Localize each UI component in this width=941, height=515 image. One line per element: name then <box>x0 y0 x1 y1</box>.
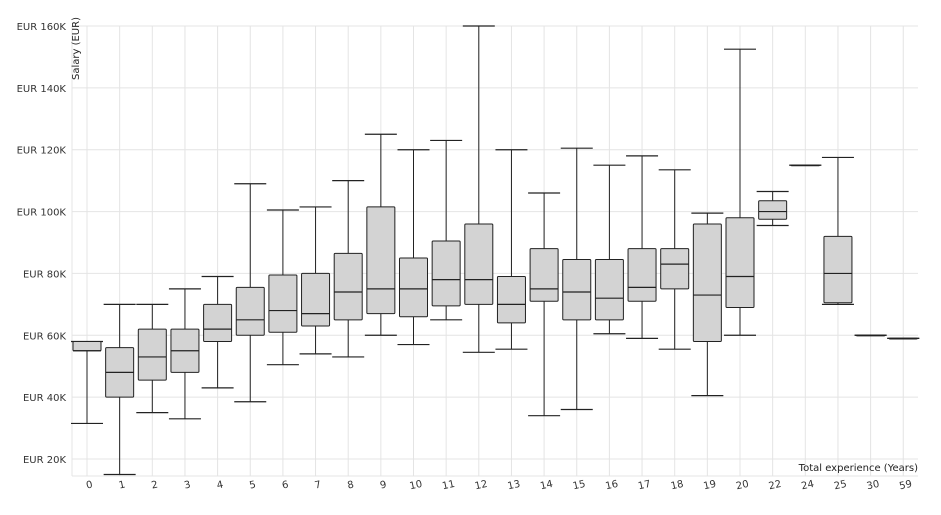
box-group-24 <box>789 164 822 167</box>
box-group-6 <box>266 209 299 366</box>
x-tick-label: 9 <box>379 480 388 492</box>
x-tick-labels: 0 1 2 3 4 5 6 7 8 9 10 11 12 13 14 15 16 17 18 19 20 22 24 25 30… <box>85 479 913 492</box>
y-tick-label: EUR 100K <box>17 208 67 219</box>
box-group-59 <box>887 337 920 340</box>
iqr-box <box>627 248 657 302</box>
iqr-box <box>692 223 722 342</box>
iqr-box <box>235 286 265 336</box>
box-group-13 <box>495 149 528 350</box>
iqr-box <box>594 259 624 321</box>
x-tick-label: 19 <box>702 479 717 492</box>
iqr-box <box>660 248 690 290</box>
box-group-7 <box>299 206 332 355</box>
iqr-box <box>725 217 755 308</box>
y-tick-label: EUR 160K <box>17 22 67 33</box>
x-tick-label: 16 <box>605 479 620 492</box>
box-group-14 <box>528 192 561 417</box>
x-tick-label: 25 <box>833 479 848 492</box>
x-tick-label: 4 <box>216 480 225 492</box>
x-tick-label: 1 <box>118 480 127 492</box>
x-axis-title: Total experience (Years) <box>798 463 918 474</box>
x-tick-label: 20 <box>735 479 750 492</box>
box-group-2 <box>136 303 169 414</box>
iqr-box <box>758 200 788 220</box>
iqr-box <box>399 257 428 318</box>
y-tick-label: EUR 80K <box>23 269 66 280</box>
x-tick-label: 22 <box>768 479 783 492</box>
box-group-22 <box>756 190 789 227</box>
iqr-box <box>301 272 331 327</box>
x-tick-label: 10 <box>409 479 424 492</box>
x-tick-label: 30 <box>866 479 881 492</box>
x-tick-label: 13 <box>507 479 522 492</box>
x-tick-label: 8 <box>346 480 355 492</box>
box-group-0 <box>71 340 103 425</box>
box-group-16 <box>593 164 626 335</box>
iqr-box <box>268 274 298 333</box>
x-tick-label: 15 <box>572 479 587 492</box>
box-group-5 <box>234 183 267 403</box>
iqr-box <box>464 223 494 305</box>
x-tick-label: 59 <box>898 479 913 492</box>
x-tick-label: 18 <box>670 479 685 492</box>
box-group-4 <box>201 275 234 389</box>
x-tick-label: 0 <box>85 480 94 492</box>
x-tick-label: 24 <box>800 479 815 492</box>
x-tick-label: 11 <box>441 479 456 492</box>
iqr-box <box>333 252 363 321</box>
iqr-box <box>529 248 559 302</box>
box-group-11 <box>430 139 463 321</box>
iqr-box <box>496 276 526 324</box>
x-tick-label: 3 <box>183 480 192 492</box>
box-group-17 <box>626 155 659 339</box>
box-group-18 <box>658 169 691 350</box>
x-tick-label: 14 <box>539 479 554 492</box>
x-tick-label: 6 <box>281 480 290 492</box>
grid-layer <box>71 25 918 477</box>
y-tick-label: EUR 140K <box>17 84 67 95</box>
x-tick-label: 2 <box>151 480 160 492</box>
box-group-19 <box>691 212 724 397</box>
box-group-15 <box>560 147 593 411</box>
y-tick-labels: EUR 20K EUR 40K EUR 60K EUR 80K EUR 100K EUR … <box>17 22 67 466</box>
box-layer <box>71 25 920 476</box>
iqr-box <box>203 303 233 342</box>
box-group-8 <box>332 180 365 358</box>
x-tick-label: 5 <box>248 480 257 492</box>
box-group-1 <box>103 303 136 476</box>
x-tick-label: 17 <box>637 479 652 492</box>
box-group-30 <box>854 334 887 337</box>
x-tick-label: 7 <box>314 480 323 492</box>
y-tick-label: EUR 40K <box>23 393 66 404</box>
y-axis-title: Salary (EUR) <box>71 17 82 80</box>
box-group-25 <box>821 156 854 305</box>
box-group-20 <box>724 48 756 336</box>
iqr-box <box>431 240 461 307</box>
box-group-9 <box>364 133 397 336</box>
iqr-box <box>72 340 102 352</box>
x-tick-label: 12 <box>474 479 489 492</box>
box-group-10 <box>397 149 430 346</box>
box-group-12 <box>462 25 495 353</box>
iqr-box <box>562 259 592 321</box>
y-tick-label: EUR 20K <box>23 455 66 466</box>
y-tick-label: EUR 120K <box>17 146 67 157</box>
iqr-box <box>366 206 396 315</box>
y-tick-label: EUR 60K <box>23 331 66 342</box>
box-group-3 <box>168 288 201 420</box>
iqr-box <box>823 235 853 304</box>
iqr-box <box>137 328 167 381</box>
